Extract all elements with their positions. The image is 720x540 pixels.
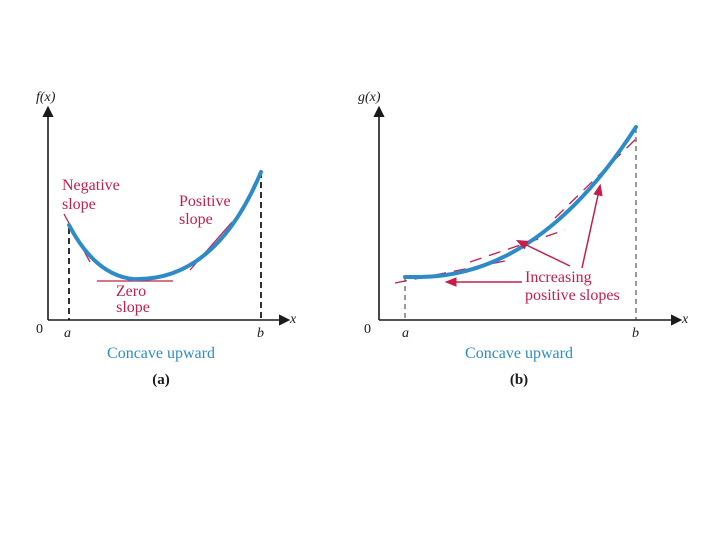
panel-a-a-label: a: [64, 326, 71, 341]
panel-a: f(x) x 0 a b Negative slope Positive slo…: [36, 90, 297, 388]
panel-b: g(x) x 0 a b Increasing positive slopes …: [358, 90, 689, 388]
panel-b-a-label: a: [402, 326, 409, 341]
panel-b-caption: (b): [510, 372, 528, 388]
panel-b-origin: 0: [364, 322, 371, 337]
panel-b-increasing-slopes-label: Increasing positive slopes: [525, 269, 620, 304]
panel-a-curve: [67, 170, 263, 282]
panel-b-y-label: g(x): [358, 90, 381, 105]
panel-a-caption: (a): [152, 372, 170, 388]
panel-b-concavity-label: Concave upward: [465, 345, 573, 362]
panel-a-concavity-label: Concave upward: [107, 345, 215, 362]
panel-b-x-label: x: [681, 312, 689, 327]
panel-a-positive-slope-label: Positive slope: [179, 193, 235, 228]
panel-a-origin: 0: [36, 322, 43, 337]
panel-a-y-label: f(x): [36, 90, 56, 105]
panel-a-b-label: b: [257, 326, 264, 341]
panel-b-arrow-3: [581, 183, 603, 269]
panel-b-tangent-3: [554, 134, 641, 219]
panel-a-negative-slope-label: Negative slope: [62, 177, 124, 213]
panel-a-x-label: x: [289, 312, 297, 327]
panel-b-arrow-2: [515, 239, 571, 267]
panel-a-zero-slope-label: Zero slope: [116, 283, 150, 316]
panel-b-b-label: b: [632, 326, 639, 341]
panel-b-curve: [403, 125, 638, 279]
